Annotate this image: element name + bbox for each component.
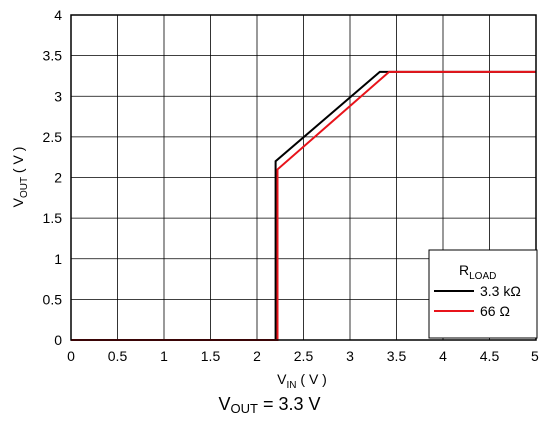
y-tick-label: 3.5 (43, 48, 63, 64)
x-tick-label: 5 (531, 348, 539, 364)
chart-caption: VOUT = 3.3 V (218, 394, 321, 416)
legend-label-66: 66 Ω (480, 303, 510, 319)
y-tick-label: 1 (54, 251, 62, 267)
legend-box (428, 249, 538, 339)
y-tick-label: 4 (54, 7, 62, 23)
x-axis-label: VIN ( V ) (277, 371, 327, 391)
legend-label-3-3k: 3.3 kΩ (480, 283, 521, 299)
y-tick-label: 0 (54, 332, 62, 348)
x-tick-label: 0 (67, 348, 75, 364)
legend-title: RLOAD (459, 262, 496, 282)
legend: RLOAD 3.3 kΩ 66 Ω (428, 249, 538, 339)
plot-frame (70, 14, 537, 341)
x-tick-label: 3.5 (387, 348, 407, 364)
x-tick-label: 4.5 (480, 348, 500, 364)
x-tick-label: 0.5 (108, 348, 128, 364)
y-tick-label: 1.5 (43, 210, 63, 226)
x-tick-label: 3 (346, 348, 354, 364)
y-tick-label: 0.5 (43, 291, 63, 307)
x-tick-label: 2.5 (294, 348, 314, 364)
y-axis-label: VOUT ( V ) (10, 147, 30, 208)
y-tick-label: 2.5 (43, 129, 63, 145)
x-tick-label: 2 (253, 348, 261, 364)
x-tick-label: 1 (160, 348, 168, 364)
x-tick-labels: 0 0.5 1 1.5 2 2.5 3 3.5 4 4.5 5 (67, 348, 539, 364)
y-tick-labels: 0 0.5 1 1.5 2 2.5 3 3.5 4 (43, 7, 63, 348)
x-tick-label: 1.5 (201, 348, 221, 364)
y-tick-label: 2 (54, 170, 62, 186)
x-tick-label: 4 (439, 348, 447, 364)
y-tick-label: 3 (54, 88, 62, 104)
